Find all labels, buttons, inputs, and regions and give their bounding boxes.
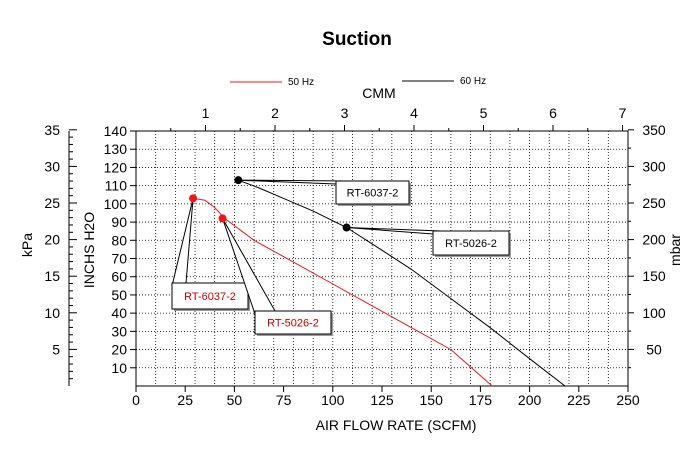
- x-tick-label: 125: [370, 392, 394, 408]
- x2-tick-label: 6: [549, 105, 557, 121]
- x2-tick-label: 2: [271, 105, 279, 121]
- y-tick-label: 140: [104, 123, 128, 139]
- x-tick-label: 150: [420, 392, 444, 408]
- top-axis-title: CMM: [362, 85, 395, 101]
- mbar-tick-label: 300: [642, 158, 666, 174]
- legend-label-60hz: 60 Hz: [460, 76, 486, 87]
- mbar-tick-label: 200: [642, 232, 666, 248]
- kpa-tick-label: 10: [44, 305, 60, 321]
- x-tick-label: 100: [321, 392, 345, 408]
- mbar-tick-label: 100: [642, 305, 666, 321]
- y-tick-label: 130: [104, 141, 128, 157]
- series-line-60hz: [238, 179, 566, 387]
- x2-tick-label: 4: [410, 105, 418, 121]
- callout-box: [335, 180, 410, 205]
- y-tick-label: 70: [111, 251, 127, 267]
- x-tick-label: 200: [518, 392, 542, 408]
- x2-tick-label: 3: [341, 105, 349, 121]
- kpa-tick-label: 35: [44, 122, 60, 138]
- callout-box: [254, 310, 332, 335]
- x-tick-label: 0: [132, 392, 140, 408]
- y-tick-label: 100: [104, 196, 128, 212]
- legend-label-50hz: 50 Hz: [288, 77, 314, 88]
- x2-tick-label: 7: [619, 105, 627, 121]
- operating-point-marker: [342, 223, 351, 232]
- mbar-tick-label: 350: [642, 122, 666, 138]
- mbar-tick-label: 50: [646, 341, 662, 357]
- y-tick-label: 30: [111, 323, 127, 339]
- x2-tick-label: 5: [480, 105, 488, 121]
- chart-title: Suction: [322, 29, 392, 50]
- y-tick-label: 50: [111, 287, 127, 303]
- x2-tick-label: 1: [202, 105, 210, 121]
- callout-pointer: [346, 227, 442, 235]
- kpa-tick-label: 30: [44, 158, 60, 174]
- x-tick-label: 50: [227, 392, 243, 408]
- y-tick-label: 80: [111, 232, 127, 248]
- grid-layer: [135, 130, 629, 387]
- mbar-tick-label: 250: [642, 195, 666, 211]
- kpa-tick-label: 15: [44, 268, 60, 284]
- mbar-tick-label: 150: [642, 268, 666, 284]
- operating-point-marker: [234, 176, 243, 185]
- series-layer: [193, 179, 566, 387]
- kpa-tick-label: 5: [52, 341, 60, 357]
- callout-label: RT-6037-2: [347, 188, 399, 200]
- x-tick-label: 250: [616, 392, 640, 408]
- x-tick-label: 225: [567, 392, 591, 408]
- callout-pointer: [238, 179, 350, 185]
- callout-label: RT-6037-2: [184, 291, 236, 303]
- y-tick-label: 110: [105, 178, 128, 194]
- operating-point-marker: [218, 214, 227, 223]
- callout-box: [171, 282, 249, 310]
- y-tick-label: 60: [111, 269, 127, 285]
- y-tick-label: 10: [111, 360, 127, 376]
- ticks-layer: 0 25 50 75 100 125 150 175 200 225 250 1 2 3 4 5 6 7 10 20 3…: [44, 105, 665, 408]
- callout-label: RT-5026-2: [445, 238, 497, 250]
- series-line-50hz: [193, 197, 493, 387]
- x-tick-label: 75: [276, 392, 292, 408]
- inches-axis-title: INCHS H2O: [81, 212, 97, 288]
- bottom-axis-title: AIR FLOW RATE (SCFM): [316, 417, 477, 433]
- kpa-tick-label: 25: [44, 195, 60, 211]
- x-tick-label: 25: [177, 392, 193, 408]
- callout-label: RT-5026-2: [267, 318, 319, 330]
- y-tick-label: 120: [104, 159, 128, 175]
- y-tick-label: 20: [111, 342, 127, 358]
- x-tick-label: 175: [469, 392, 493, 408]
- mbar-axis-title: mbar: [667, 234, 683, 266]
- legend: 50 Hz 60 Hz: [230, 76, 486, 88]
- callout-box: [432, 230, 510, 256]
- callout-layer: RT-6037-2 RT-5026-2 RT-6037-2 RT-5026-2: [171, 176, 511, 336]
- kpa-axis-title: kPa: [19, 233, 35, 257]
- y-tick-label: 40: [111, 305, 127, 321]
- y-tick-label: 90: [111, 214, 127, 230]
- kpa-tick-label: 20: [44, 232, 60, 248]
- operating-point-marker: [189, 194, 198, 203]
